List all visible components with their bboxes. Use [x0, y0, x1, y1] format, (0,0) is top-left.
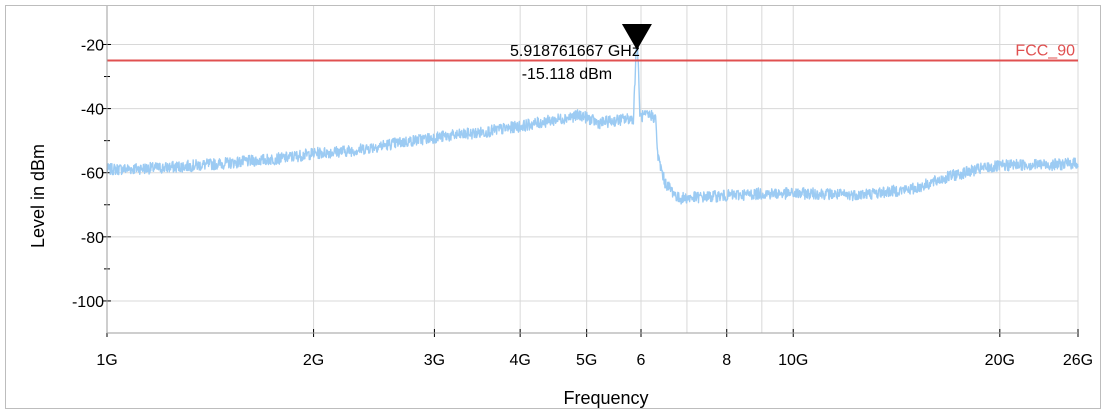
marker-level-label: -15.118 dBm	[522, 66, 612, 83]
x-tick-label: 1G	[96, 352, 117, 369]
series-layer	[106, 31, 1079, 205]
chart-frame: -20 -40 -60 -80 -100 1G 2G 3G 4G 5G 6 8 10G 20G 26G F…	[5, 5, 1101, 409]
y-tick-label: -20	[81, 37, 104, 54]
x-tick-label: 3G	[424, 352, 445, 369]
y-tick-label: -40	[81, 102, 104, 119]
x-tick-label: 8	[722, 352, 731, 369]
y-axis-ticks: -20 -40 -60 -80 -100	[72, 37, 111, 311]
x-axis-ticks: 1G 2G 3G 4G 5G 6 8 10G 20G 26G	[96, 329, 1093, 369]
series-trace	[106, 31, 1079, 205]
y-axis-title: Level in dBm	[28, 144, 48, 248]
x-tick-label: 2G	[303, 352, 324, 369]
y-tick-label: -100	[72, 294, 104, 311]
x-tick-label: 5G	[576, 352, 597, 369]
x-tick-label: 4G	[509, 352, 530, 369]
marker-layer: 5.918761667 GHz -15.118 dBm	[510, 24, 652, 83]
x-tick-label: 26G	[1063, 352, 1093, 369]
y-tick-label: -80	[81, 230, 104, 247]
limit-line-label: FCC_90	[1015, 43, 1075, 60]
x-tick-label: 6	[637, 352, 646, 369]
x-tick-label: 20G	[985, 352, 1015, 369]
y-tick-label: -60	[81, 166, 104, 183]
limit-line-layer: FCC_90	[107, 43, 1078, 62]
marker-triangle-icon[interactable]	[621, 24, 652, 50]
x-tick-label: 10G	[778, 352, 808, 369]
spectrum-chart: -20 -40 -60 -80 -100 1G 2G 3G 4G 5G 6 8 10G 20G 26G F…	[28, 6, 1093, 408]
marker-frequency-label: 5.918761667 GHz	[510, 43, 640, 60]
x-axis-title: Frequency	[563, 388, 648, 408]
